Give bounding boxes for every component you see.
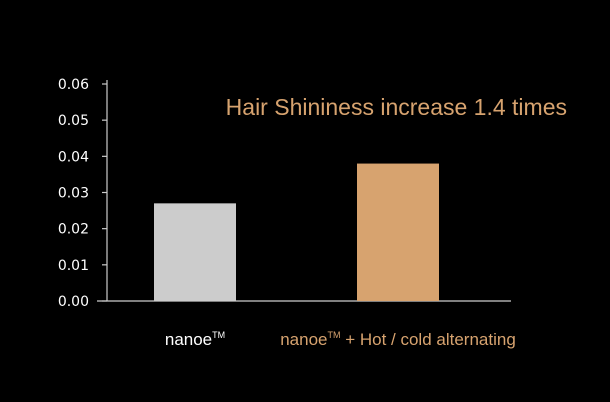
y-tick-label: 0.01 — [58, 258, 89, 274]
bar-1 — [154, 203, 236, 301]
y-tick-label: 0.03 — [58, 186, 89, 202]
y-tick-label: 0.06 — [58, 77, 89, 93]
category-label-2: nanoeTM + Hot / cold alternating — [280, 330, 516, 349]
y-tick-label: 0.05 — [58, 113, 89, 129]
bars — [154, 163, 439, 301]
y-tick-label: 0.02 — [58, 222, 89, 238]
y-tick-label: 0.00 — [58, 294, 89, 310]
chart-title: Hair Shininess increase 1.4 times — [226, 94, 567, 120]
y-tick-label: 0.04 — [58, 149, 89, 165]
category-label-1: nanoeTM — [165, 330, 225, 349]
bar-2 — [357, 163, 439, 301]
x-axis-labels: nanoeTM nanoeTM + Hot / cold alternating — [165, 330, 516, 349]
